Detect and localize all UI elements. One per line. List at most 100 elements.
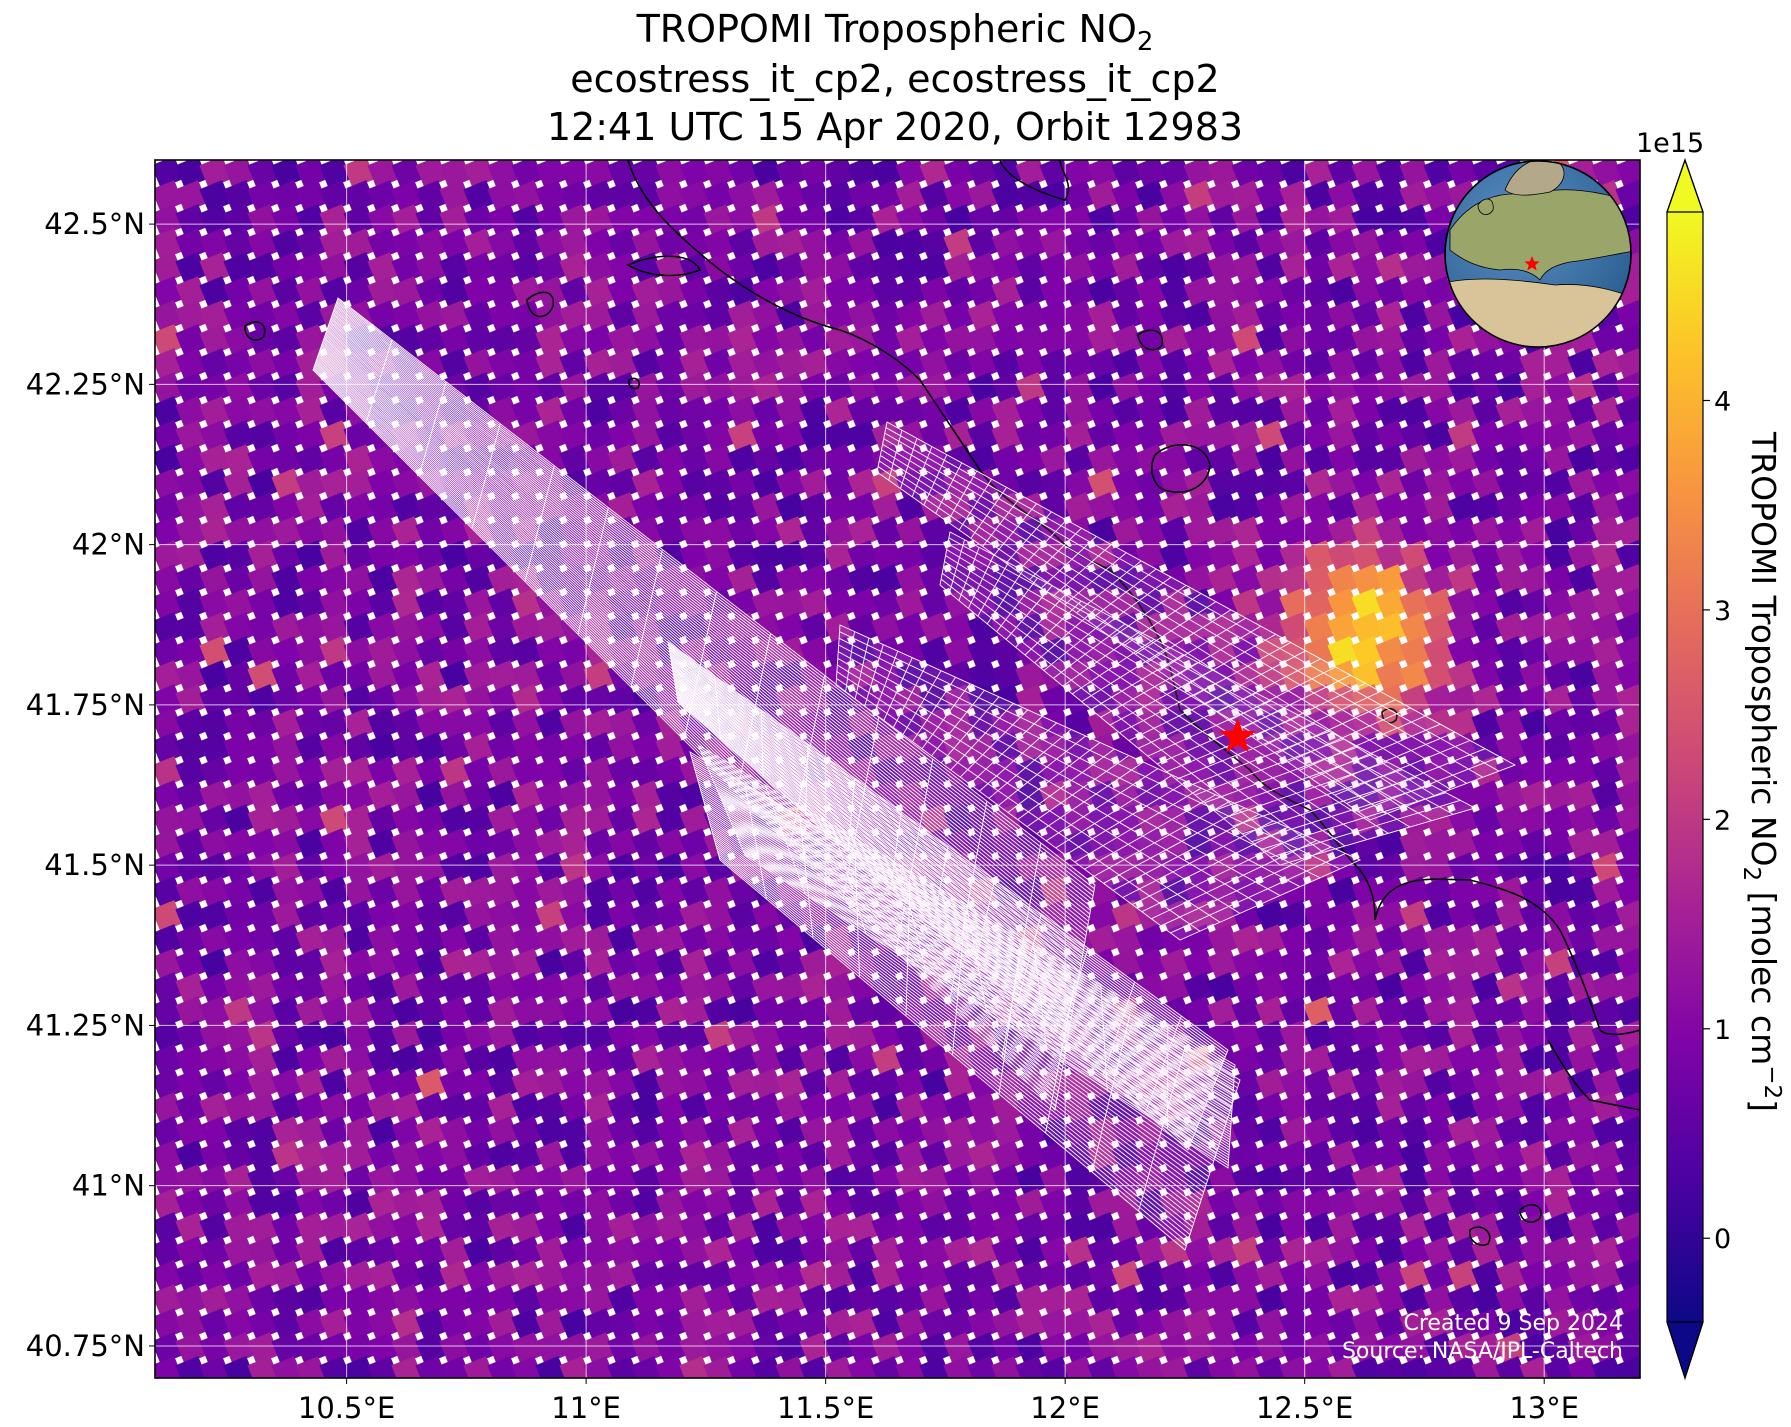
no2-pixel — [1351, 1044, 1384, 1077]
no2-pixel — [1303, 1092, 1336, 1125]
no2-pixel — [155, 396, 184, 429]
no2-pixel — [1087, 228, 1120, 261]
no2-pixel — [1255, 1044, 1288, 1077]
no2-pixel — [1591, 660, 1624, 693]
no2-pixel — [1567, 348, 1600, 381]
no2-pixel — [319, 204, 352, 237]
no2-pixel — [439, 1044, 472, 1077]
no2-pixel — [367, 924, 400, 957]
no2-pixel — [511, 1356, 544, 1378]
no2-pixel — [535, 1140, 568, 1173]
no2-pixel — [1015, 516, 1048, 549]
no2-pixel — [1327, 540, 1360, 573]
no2-pixel — [751, 1284, 784, 1317]
no2-pixel — [1495, 732, 1528, 765]
no2-pixel — [155, 1068, 184, 1101]
no2-pixel — [1183, 924, 1216, 957]
no2-pixel — [1135, 948, 1168, 981]
no2-pixel — [1519, 564, 1552, 597]
no2-pixel — [463, 588, 496, 621]
no2-pixel — [199, 996, 232, 1029]
no2-pixel — [1423, 588, 1456, 621]
no2-pixel — [1591, 468, 1624, 501]
no2-pixel — [1279, 924, 1312, 957]
no2-pixel — [1063, 1332, 1096, 1365]
no2-pixel — [1039, 1308, 1072, 1341]
no2-pixel — [823, 228, 856, 261]
no2-pixel — [679, 828, 712, 861]
no2-pixel — [967, 660, 1000, 693]
no2-pixel — [223, 588, 256, 621]
no2-pixel — [343, 636, 376, 669]
no2-pixel — [223, 276, 256, 309]
no2-pixel — [1255, 396, 1288, 429]
lon-tick-label: 12°E — [1030, 1391, 1100, 1425]
no2-pixel — [727, 492, 760, 525]
no2-pixel — [703, 1068, 736, 1101]
no2-pixel — [1255, 468, 1288, 501]
no2-pixel — [967, 1308, 1000, 1341]
no2-pixel — [1399, 636, 1432, 669]
no2-pixel — [1519, 660, 1552, 693]
no2-pixel — [1111, 324, 1144, 357]
no2-pixel — [463, 708, 496, 741]
no2-pixel — [439, 1188, 472, 1221]
no2-pixel — [1231, 1044, 1264, 1077]
no2-pixel — [1159, 1140, 1192, 1173]
no2-pixel — [1279, 300, 1312, 333]
no2-pixel — [1111, 1308, 1144, 1341]
no2-pixel — [295, 444, 328, 477]
no2-pixel — [1015, 1308, 1048, 1341]
no2-pixel — [1471, 1068, 1504, 1101]
no2-pixel — [1495, 972, 1528, 1005]
no2-pixel — [823, 1092, 856, 1125]
no2-pixel — [583, 468, 616, 501]
no2-pixel — [1375, 732, 1408, 765]
no2-pixel — [607, 732, 640, 765]
no2-pixel — [991, 396, 1024, 429]
no2-pixel — [1135, 1236, 1168, 1269]
no2-pixel — [1447, 1212, 1480, 1245]
no2-pixel — [247, 1092, 280, 1125]
no2-pixel — [1399, 1260, 1432, 1293]
no2-pixel — [655, 396, 688, 429]
no2-pixel — [247, 948, 280, 981]
no2-pixel — [583, 948, 616, 981]
no2-pixel — [223, 1332, 256, 1365]
no2-pixel — [319, 684, 352, 717]
no2-pixel — [1207, 348, 1240, 381]
no2-pixel — [1399, 372, 1432, 405]
no2-pixel — [1375, 1308, 1408, 1341]
no2-pixel — [343, 684, 376, 717]
no2-pixel — [391, 852, 424, 885]
no2-pixel — [295, 1068, 328, 1101]
no2-pixel — [247, 972, 280, 1005]
no2-pixel — [1591, 636, 1624, 669]
no2-pixel — [1255, 228, 1288, 261]
no2-pixel — [271, 1068, 304, 1101]
no2-pixel — [559, 1020, 592, 1053]
no2-pixel — [847, 1116, 880, 1149]
no2-pixel — [1063, 492, 1096, 525]
no2-pixel — [631, 1236, 664, 1269]
no2-pixel — [463, 972, 496, 1005]
no2-pixel — [631, 300, 664, 333]
island-palmarola — [1150, 444, 1211, 493]
no2-pixel — [607, 1164, 640, 1197]
no2-pixel — [271, 996, 304, 1029]
no2-pixel — [1159, 324, 1192, 357]
no2-pixel — [295, 1212, 328, 1245]
no2-pixel — [1279, 1212, 1312, 1245]
no2-pixel — [895, 348, 928, 381]
lat-tick-label: 40.75°N — [26, 1329, 145, 1363]
no2-pixel — [223, 828, 256, 861]
no2-pixel — [967, 1116, 1000, 1149]
no2-pixel — [343, 828, 376, 861]
no2-pixel — [1519, 948, 1552, 981]
no2-pixel — [1135, 228, 1168, 261]
no2-pixel — [1399, 1308, 1432, 1341]
no2-pixel — [391, 900, 424, 933]
no2-pixel — [1231, 300, 1264, 333]
no2-pixel — [1279, 900, 1312, 933]
no2-pixel — [991, 300, 1024, 333]
